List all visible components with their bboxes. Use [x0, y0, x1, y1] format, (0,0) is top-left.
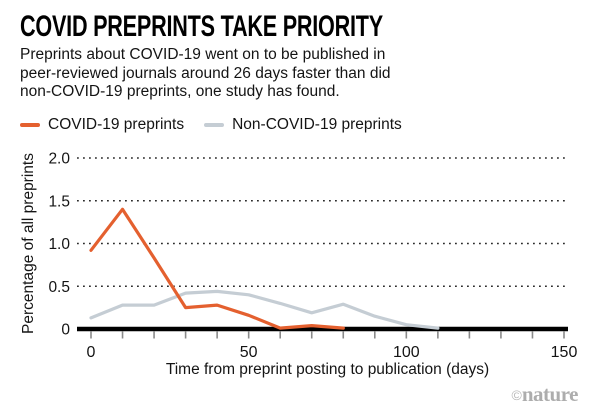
nature-wordmark: nature	[521, 382, 579, 406]
legend-item-covid: COVID-19 preprints	[20, 116, 184, 134]
y-tick-label: 1.5	[48, 193, 70, 210]
x-tick-label: 0	[87, 344, 96, 361]
x-tick-label: 100	[393, 344, 420, 361]
covid-line-swatch	[20, 123, 40, 127]
subtitle-line: peer-reviewed journals around 26 days fa…	[20, 64, 391, 82]
subtitle-line: non-COVID-19 preprints, one study has fo…	[20, 83, 340, 100]
y-tick-label: 1.0	[48, 236, 70, 253]
legend: COVID-19 preprints Non-COVID-19 preprint…	[20, 116, 402, 134]
subtitle: Preprints about COVID-19 went on to be p…	[20, 46, 391, 102]
nature-credit: ©nature	[511, 382, 579, 407]
series-line	[89, 289, 440, 330]
y-axis-title: Percentage of all preprints	[20, 153, 37, 334]
page-title: COVID PREPRINTS TAKE PRIORITY	[20, 10, 383, 43]
x-axis-title: Time from preprint posting to publicatio…	[166, 361, 489, 378]
y-tick-label: 2.0	[48, 151, 70, 168]
legend-item-noncovid: Non-COVID-19 preprints	[204, 116, 402, 134]
legend-label: Non-COVID-19 preprints	[232, 116, 402, 133]
legend-label: COVID-19 preprints	[48, 116, 185, 133]
copyright-symbol: ©	[511, 387, 522, 403]
series-line	[89, 207, 345, 330]
noncovid-line-swatch	[204, 123, 225, 127]
subtitle-line: Preprints about COVID-19 went on to be p…	[20, 46, 386, 63]
x-tick-label: 150	[551, 344, 578, 361]
x-tick-label: 50	[240, 344, 258, 361]
y-tick-label: 0	[61, 322, 70, 339]
y-tick-label: 0.5	[48, 279, 70, 296]
